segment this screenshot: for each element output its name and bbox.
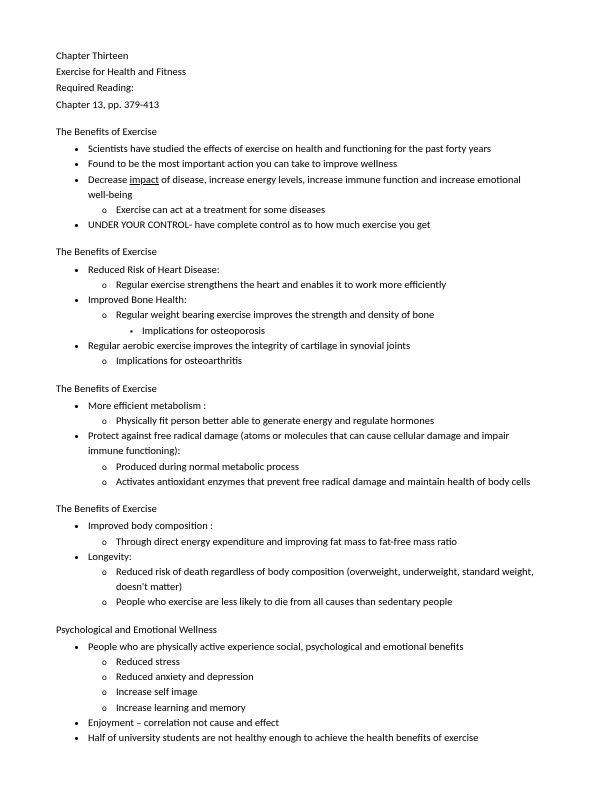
list-item: Scientists have studied the effects of e… xyxy=(88,141,539,156)
list-item: Found to be the most important action yo… xyxy=(88,156,539,171)
list-item: Regular weight bearing exercise improves… xyxy=(116,307,539,338)
list-item: Increase learning and memory xyxy=(116,700,539,715)
list-item: Physically fit person better able to gen… xyxy=(116,413,539,428)
text: Decrease xyxy=(88,173,130,186)
list-item: UNDER YOUR CONTROL- have complete contro… xyxy=(88,217,539,232)
section-1-title: The Benefits of Exercise xyxy=(56,124,539,139)
list-item: Reduced anxiety and depression xyxy=(116,669,539,684)
chapter-title: Exercise for Health and Fitness xyxy=(56,64,539,79)
reading-pages: Chapter 13, pp. 379-413 xyxy=(56,97,539,112)
list-item: Exercise can act at a treatment for some… xyxy=(116,202,539,217)
list-item: Improved body composition : Through dire… xyxy=(88,518,539,548)
list-item: Reduced Risk of Heart Disease: Regular e… xyxy=(88,262,539,292)
list-item: Regular exercise strengthens the heart a… xyxy=(116,277,539,292)
list-item: Increase self image xyxy=(116,684,539,699)
section-2-title: The Benefits of Exercise xyxy=(56,244,539,259)
list-item: Enjoyment – correlation not cause and ef… xyxy=(88,715,539,730)
chapter-number: Chapter Thirteen xyxy=(56,48,539,63)
section-5-list: People who are physically active experie… xyxy=(56,639,539,746)
underlined-text: impact xyxy=(130,173,159,186)
list-item: Through direct energy expenditure and im… xyxy=(116,534,539,549)
section-4-title: The Benefits of Exercise xyxy=(56,501,539,516)
list-item: Reduced risk of death regardless of body… xyxy=(116,564,539,594)
section-1-list: Scientists have studied the effects of e… xyxy=(56,141,539,232)
list-item: Improved Bone Health: Regular weight bea… xyxy=(88,292,539,338)
list-item: Activates antioxidant enzymes that preve… xyxy=(116,474,539,489)
list-item: Implications for osteoporosis xyxy=(142,323,539,339)
list-item: People who are physically active experie… xyxy=(88,639,539,715)
list-item: Protect against free radical damage (ato… xyxy=(88,428,539,489)
list-item: Reduced stress xyxy=(116,654,539,669)
list-item: Regular aerobic exercise improves the in… xyxy=(88,338,539,368)
section-4-list: Improved body composition : Through dire… xyxy=(56,518,539,609)
list-item: Longevity: Reduced risk of death regardl… xyxy=(88,549,539,610)
required-reading-label: Required Reading: xyxy=(56,80,539,95)
list-item: People who exercise are less likely to d… xyxy=(116,594,539,609)
section-3-list: More efficient metabolism : Physically f… xyxy=(56,398,539,489)
list-item: Decrease impact of disease, increase ene… xyxy=(88,172,539,218)
list-item: More efficient metabolism : Physically f… xyxy=(88,398,539,428)
list-item: Implications for osteoarthritis xyxy=(116,353,539,368)
section-2-list: Reduced Risk of Heart Disease: Regular e… xyxy=(56,262,539,369)
section-3-title: The Benefits of Exercise xyxy=(56,381,539,396)
list-item: Half of university students are not heal… xyxy=(88,730,539,745)
list-item: Produced during normal metabolic process xyxy=(116,459,539,474)
section-5-title: Psychological and Emotional Wellness xyxy=(56,622,539,637)
